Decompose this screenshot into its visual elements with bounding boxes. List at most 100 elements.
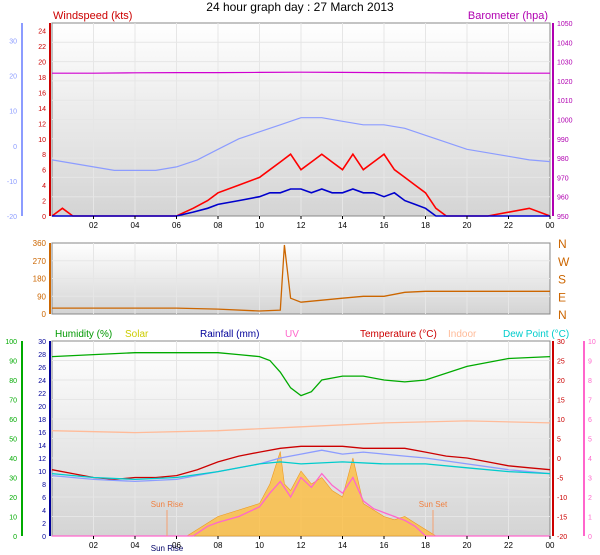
temperature-tick-label: -20 xyxy=(557,534,567,541)
windspeed-tick-label: 0 xyxy=(42,214,46,221)
compass-label: E xyxy=(558,290,566,304)
temp-panel-series-1 xyxy=(51,420,551,434)
humidity-tick-label: 80 xyxy=(9,378,17,385)
wind-panel-x-tick-label: 00 xyxy=(546,221,555,230)
sun-annotation: Sun Set xyxy=(419,500,448,509)
humidity-tick-label: 40 xyxy=(9,456,17,463)
barometer-tick-label: 1010 xyxy=(557,98,573,105)
uv-tick-label: 9 xyxy=(588,359,592,366)
humidity-tick-label: 90 xyxy=(9,359,17,366)
compass-label: N xyxy=(558,237,567,251)
humidity-tick-label: 100 xyxy=(5,339,17,346)
barometer-tick-label: 1020 xyxy=(557,79,573,86)
temperature-tick-label: -10 xyxy=(557,495,567,502)
temp-panel-x-tick-label: 02 xyxy=(89,541,98,550)
temperature-tick-label: 5 xyxy=(557,437,561,444)
temp-panel-x-tick-label: 04 xyxy=(131,541,140,550)
uv-tick-label: 4 xyxy=(588,456,592,463)
uv-tick-label: 10 xyxy=(588,339,596,346)
temp-panel-series-2 xyxy=(51,445,551,481)
temp-panel-series-3 xyxy=(51,449,551,483)
windspeed-tick-label: 10 xyxy=(38,137,46,144)
wind-panel-series-0 xyxy=(52,71,550,74)
rainfall-tick-label: 14 xyxy=(38,443,46,450)
barometer-axis-title: Barometer (hpa) xyxy=(468,10,548,22)
temp-panel-series-5 xyxy=(52,472,550,537)
wind-panel-series-1 xyxy=(51,117,551,171)
temperature-small-tick-label: -10 xyxy=(7,179,17,186)
direction-tick-label: 90 xyxy=(37,292,46,301)
rainfall-tick-label: 16 xyxy=(38,430,46,437)
sun-annotation: Sun Rise xyxy=(151,544,184,553)
temperature-tick-label: 30 xyxy=(557,339,565,346)
rainfall-tick-label: 0 xyxy=(42,534,46,541)
barometer-tick-label: 970 xyxy=(557,175,569,182)
temperature-tick-label: 25 xyxy=(557,359,565,366)
wind-panel-x-tick-label: 22 xyxy=(504,221,513,230)
humidity-tick-label: 50 xyxy=(9,437,17,444)
graph-title: 24 hour graph day : 27 March 2013 xyxy=(206,0,394,14)
temp-panel-x-tick-label: 12 xyxy=(297,541,306,550)
rainfall-tick-label: 6 xyxy=(42,495,46,502)
wind-panel-x-tick-label: 20 xyxy=(463,221,472,230)
windspeed-tick-label: 20 xyxy=(38,60,46,67)
legend-entry: Solar xyxy=(125,329,149,340)
legend-entry: Rainfall (mm) xyxy=(200,329,259,340)
sun-annotation: Sun Rise xyxy=(151,500,184,509)
temperature-small-tick-label: 20 xyxy=(9,74,17,81)
legend-entry: Dew Point (°C) xyxy=(503,329,569,340)
direction-tick-label: 270 xyxy=(33,257,47,266)
temp-panel-x-tick-label: 18 xyxy=(421,541,430,550)
rainfall-tick-label: 26 xyxy=(38,365,46,372)
rainfall-tick-label: 2 xyxy=(42,521,46,528)
compass-label: N xyxy=(558,308,567,322)
wind-panel-series-2 xyxy=(51,152,551,217)
uv-tick-label: 5 xyxy=(588,437,592,444)
temp-panel-series-0 xyxy=(51,352,551,397)
wind-panel-x-tick-label: 08 xyxy=(214,221,223,230)
wind-panel-x-tick-label: 18 xyxy=(421,221,430,230)
rainfall-tick-label: 12 xyxy=(38,456,46,463)
uv-tick-label: 8 xyxy=(588,378,592,385)
uv-tick-label: 2 xyxy=(588,495,592,502)
direction-tick-label: 180 xyxy=(33,275,47,284)
uv-tick-label: 1 xyxy=(588,515,592,522)
humidity-tick-label: 0 xyxy=(13,534,17,541)
temperature-small-tick-label: -20 xyxy=(7,214,17,221)
rainfall-tick-label: 24 xyxy=(38,378,46,385)
temperature-tick-label: 10 xyxy=(557,417,565,424)
windspeed-tick-label: 14 xyxy=(38,106,46,113)
rainfall-tick-label: 10 xyxy=(38,469,46,476)
wind-panel-x-tick-label: 16 xyxy=(380,221,389,230)
rainfall-tick-label: 8 xyxy=(42,482,46,489)
barometer-tick-label: 980 xyxy=(557,156,569,163)
rainfall-tick-label: 4 xyxy=(42,508,46,515)
windspeed-axis-title: Windspeed (kts) xyxy=(53,10,132,22)
rainfall-tick-label: 30 xyxy=(38,339,46,346)
humidity-tick-label: 30 xyxy=(9,476,17,483)
temperature-small-tick-label: 10 xyxy=(9,109,17,116)
temperature-tick-label: 0 xyxy=(557,456,561,463)
temperature-tick-label: 20 xyxy=(557,378,565,385)
wind-panel-x-tick-label: 14 xyxy=(338,221,347,230)
uv-tick-label: 0 xyxy=(588,534,592,541)
windspeed-tick-label: 4 xyxy=(42,183,46,190)
windspeed-tick-label: 12 xyxy=(38,121,46,128)
windspeed-tick-label: 2 xyxy=(42,199,46,206)
compass-label: W xyxy=(558,255,570,269)
barometer-tick-label: 950 xyxy=(557,214,569,221)
temp-panel-x-tick-label: 10 xyxy=(255,541,264,550)
wind-panel-x-tick-label: 12 xyxy=(297,221,306,230)
temp-panel-x-tick-label: 00 xyxy=(546,541,555,550)
humidity-tick-label: 20 xyxy=(9,495,17,502)
wind-panel-x-tick-label: 10 xyxy=(255,221,264,230)
uv-tick-label: 3 xyxy=(588,476,592,483)
direction-tick-label: 360 xyxy=(33,239,47,248)
solar-area xyxy=(185,451,437,537)
rainfall-tick-label: 20 xyxy=(38,404,46,411)
temp-panel-x-tick-label: 16 xyxy=(380,541,389,550)
temp-panel-x-tick-label: 14 xyxy=(338,541,347,550)
windspeed-tick-label: 6 xyxy=(42,168,46,175)
barometer-tick-label: 990 xyxy=(557,137,569,144)
temp-panel-x-tick-label: 08 xyxy=(214,541,223,550)
